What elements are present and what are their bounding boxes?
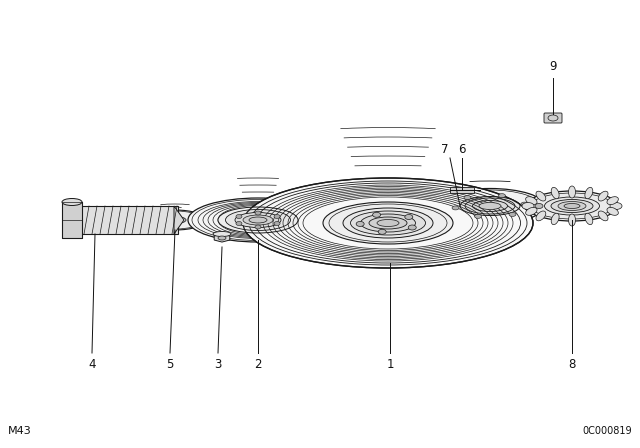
Ellipse shape (62, 198, 82, 206)
Ellipse shape (551, 187, 559, 199)
Ellipse shape (255, 225, 261, 229)
Ellipse shape (551, 199, 593, 212)
FancyBboxPatch shape (62, 202, 82, 238)
FancyBboxPatch shape (450, 187, 474, 193)
Ellipse shape (243, 215, 273, 225)
Ellipse shape (585, 213, 593, 224)
Ellipse shape (236, 215, 242, 219)
Polygon shape (214, 234, 230, 242)
Ellipse shape (452, 206, 459, 210)
Ellipse shape (551, 213, 559, 224)
Ellipse shape (568, 214, 575, 226)
Ellipse shape (274, 215, 280, 219)
Text: 7: 7 (441, 143, 449, 156)
Polygon shape (174, 206, 184, 234)
Text: 9: 9 (549, 60, 557, 73)
Ellipse shape (360, 214, 415, 232)
Ellipse shape (164, 216, 186, 224)
Ellipse shape (188, 198, 328, 242)
Text: 6: 6 (458, 143, 466, 156)
Ellipse shape (351, 211, 426, 235)
Ellipse shape (378, 229, 386, 234)
Text: 0C000819: 0C000819 (582, 426, 632, 436)
Ellipse shape (545, 197, 600, 215)
Ellipse shape (343, 208, 433, 238)
Ellipse shape (465, 198, 515, 214)
Ellipse shape (255, 211, 261, 215)
Ellipse shape (218, 236, 226, 240)
Ellipse shape (218, 207, 298, 233)
FancyBboxPatch shape (80, 206, 178, 234)
Ellipse shape (435, 189, 545, 224)
Ellipse shape (372, 212, 381, 217)
FancyBboxPatch shape (544, 113, 562, 123)
Ellipse shape (564, 203, 580, 208)
Ellipse shape (356, 221, 364, 226)
Ellipse shape (377, 220, 399, 227)
Text: 4: 4 (88, 358, 96, 371)
Ellipse shape (499, 194, 506, 198)
Ellipse shape (236, 221, 242, 225)
Ellipse shape (225, 210, 291, 231)
Ellipse shape (585, 187, 593, 199)
Ellipse shape (525, 207, 537, 215)
Text: 1: 1 (387, 358, 394, 371)
Ellipse shape (144, 210, 206, 230)
Ellipse shape (568, 186, 575, 198)
Ellipse shape (213, 232, 231, 237)
Ellipse shape (607, 197, 618, 205)
Ellipse shape (243, 178, 533, 268)
Ellipse shape (249, 217, 267, 223)
Ellipse shape (509, 212, 516, 216)
Ellipse shape (536, 211, 546, 221)
Ellipse shape (536, 191, 546, 201)
Ellipse shape (607, 207, 618, 215)
Text: M43: M43 (8, 426, 32, 436)
Ellipse shape (522, 202, 534, 210)
Ellipse shape (479, 202, 501, 210)
Ellipse shape (558, 202, 586, 211)
Ellipse shape (521, 202, 528, 206)
Ellipse shape (525, 197, 537, 205)
Ellipse shape (526, 191, 618, 221)
Text: 5: 5 (166, 358, 173, 371)
Ellipse shape (464, 196, 471, 199)
Ellipse shape (460, 197, 520, 215)
Ellipse shape (535, 203, 543, 208)
Ellipse shape (531, 193, 613, 219)
Text: 8: 8 (568, 358, 576, 371)
Ellipse shape (598, 211, 608, 221)
Ellipse shape (323, 202, 453, 244)
Ellipse shape (405, 215, 413, 220)
Text: 2: 2 (254, 358, 262, 371)
Text: 3: 3 (214, 358, 221, 371)
Ellipse shape (408, 225, 416, 230)
Ellipse shape (474, 214, 481, 218)
Ellipse shape (610, 202, 622, 210)
Ellipse shape (472, 201, 508, 211)
Ellipse shape (168, 217, 182, 223)
Ellipse shape (274, 221, 280, 225)
Ellipse shape (235, 212, 281, 228)
Ellipse shape (598, 191, 608, 201)
Ellipse shape (369, 217, 407, 229)
